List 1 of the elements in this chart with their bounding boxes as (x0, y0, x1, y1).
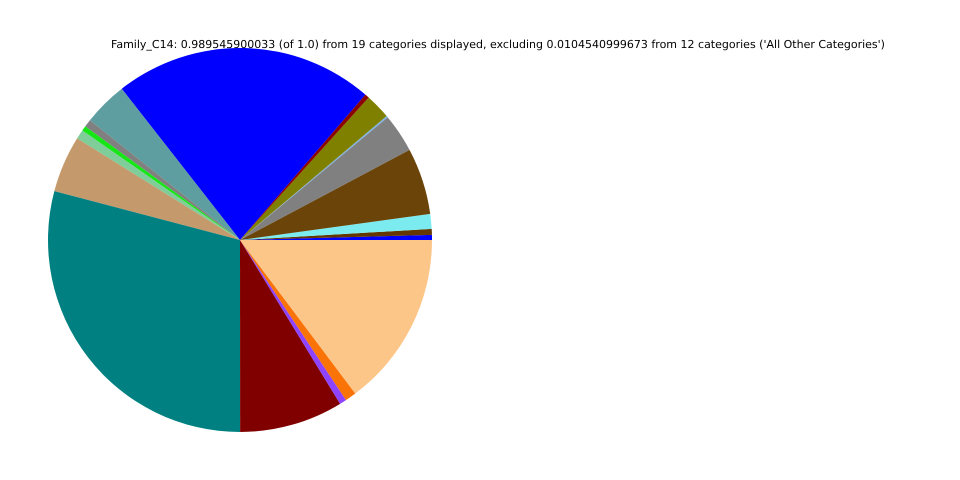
text: Family_C14: 0.989545900033 (of 1.0) from 19 categories displayed, excluding 0.0104540999673 from 12 categories ('All Other Categories') (111, 38, 885, 51)
